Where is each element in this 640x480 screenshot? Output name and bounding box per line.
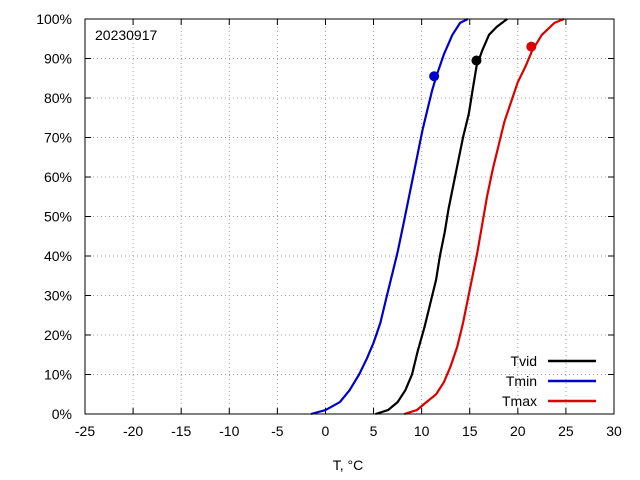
series-layer bbox=[310, 17, 565, 416]
x-tick-label: -5 bbox=[271, 423, 284, 439]
legend-label-tmax: Tmax bbox=[502, 393, 537, 409]
legend: Tvid Tmin Tmax bbox=[502, 353, 596, 409]
x-tick-label: 0 bbox=[322, 423, 330, 439]
labels-layer: -25 -20 -15 -10 -5 0 5 10 15 20 25 30 0% 10% 20% 30% 40%… bbox=[36, 11, 622, 439]
y-tick-label: 60% bbox=[44, 169, 72, 185]
legend-entry-tvid: Tvid bbox=[511, 353, 596, 369]
y-tick-label: 100% bbox=[36, 11, 72, 27]
current-point-tvid bbox=[471, 55, 482, 66]
current-point-tmin bbox=[429, 71, 440, 82]
series-line-tmax bbox=[403, 17, 565, 416]
plot-frame bbox=[84, 18, 615, 415]
legend-label-tmin: Tmin bbox=[506, 373, 537, 389]
x-tick-label: -10 bbox=[219, 423, 239, 439]
current-point-tmax bbox=[526, 41, 537, 52]
legend-entry-tmax: Tmax bbox=[502, 393, 596, 409]
legend-label-tvid: Tvid bbox=[511, 353, 537, 369]
x-tick-label: 15 bbox=[462, 423, 478, 439]
y-tick-label: 80% bbox=[44, 90, 72, 106]
ticks-layer bbox=[84, 18, 615, 415]
x-axis-label: T, °C bbox=[333, 457, 364, 473]
y-tick-label: 30% bbox=[44, 288, 72, 304]
x-tick-label: 30 bbox=[606, 423, 622, 439]
x-tick-label: 5 bbox=[370, 423, 378, 439]
date-annotation: 20230917 bbox=[95, 27, 158, 43]
legend-entry-tmin: Tmin bbox=[506, 373, 596, 389]
x-tick-label: -25 bbox=[75, 423, 95, 439]
y-tick-label: 0% bbox=[52, 406, 72, 422]
y-tick-label: 10% bbox=[44, 367, 72, 383]
series-line-tmin bbox=[310, 18, 469, 416]
x-tick-label: 10 bbox=[414, 423, 430, 439]
y-tick-label: 20% bbox=[44, 327, 72, 343]
x-tick-label: 20 bbox=[510, 423, 526, 439]
grid-layer bbox=[85, 19, 614, 414]
y-tick-label: 50% bbox=[44, 209, 72, 225]
y-tick-label: 90% bbox=[44, 51, 72, 67]
x-tick-label: -15 bbox=[171, 423, 191, 439]
x-tick-label: 25 bbox=[558, 423, 574, 439]
x-tick-label: -20 bbox=[123, 423, 143, 439]
y-tick-label: 70% bbox=[44, 130, 72, 146]
y-tick-label: 40% bbox=[44, 248, 72, 264]
